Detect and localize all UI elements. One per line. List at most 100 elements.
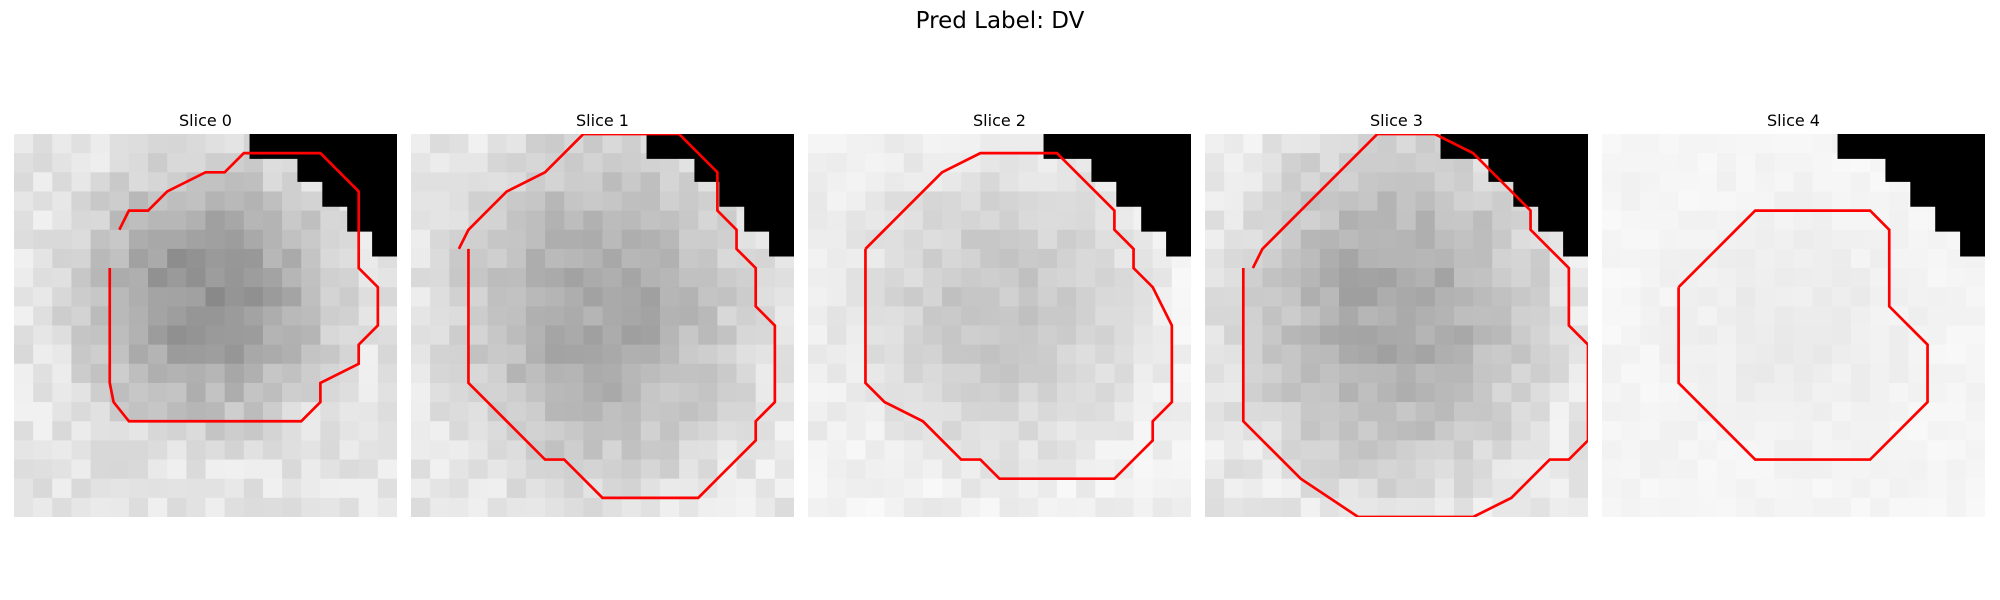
pixel xyxy=(52,421,72,441)
pixel xyxy=(1473,229,1493,250)
pixel xyxy=(1736,229,1756,250)
pixel xyxy=(1434,229,1455,250)
pixel xyxy=(1621,134,1641,154)
pixel xyxy=(1621,210,1641,231)
pixel xyxy=(1492,459,1512,480)
pixel xyxy=(282,402,302,422)
pixel xyxy=(33,478,53,499)
pixel xyxy=(1133,363,1154,384)
pixel xyxy=(1678,229,1699,250)
pixel xyxy=(1850,497,1871,517)
pixel xyxy=(1415,344,1436,365)
pixel xyxy=(583,172,603,192)
pixel xyxy=(1850,363,1871,384)
pixel xyxy=(1473,497,1493,517)
pixel xyxy=(1243,210,1263,231)
pixel xyxy=(827,363,847,384)
pixel xyxy=(301,210,321,231)
pixel xyxy=(339,459,360,480)
pixel xyxy=(205,325,226,346)
pixel xyxy=(1659,134,1679,154)
pixel xyxy=(1870,478,1890,499)
pixel xyxy=(583,382,603,403)
pixel xyxy=(243,210,264,231)
pixel xyxy=(1530,440,1551,460)
pixel xyxy=(827,191,847,211)
pixel xyxy=(1774,229,1794,250)
pixel xyxy=(884,440,905,460)
pixel xyxy=(659,402,680,422)
pixel xyxy=(1946,363,1967,384)
pixel xyxy=(282,459,302,480)
pixel xyxy=(358,440,379,460)
pixel xyxy=(922,459,943,480)
pixel xyxy=(808,191,828,211)
black-mask-region xyxy=(1043,134,1191,257)
pixel xyxy=(903,248,924,269)
pixel xyxy=(736,363,757,384)
pixel xyxy=(1358,210,1378,231)
pixel xyxy=(717,402,737,422)
pixel xyxy=(1133,229,1154,250)
pixel xyxy=(1716,153,1737,173)
pixel xyxy=(109,229,130,250)
pixel xyxy=(1659,421,1679,441)
pixel xyxy=(1492,248,1512,269)
pixel xyxy=(640,478,661,499)
pixel xyxy=(487,382,508,403)
pixel xyxy=(1965,421,1985,441)
pixel xyxy=(128,478,149,499)
pixel xyxy=(922,248,943,269)
pixel xyxy=(14,459,34,480)
pixel xyxy=(980,191,1000,211)
pixel xyxy=(621,478,642,499)
pixel xyxy=(1697,210,1718,231)
pixel xyxy=(1602,497,1622,517)
pixel xyxy=(1812,153,1833,173)
pixel xyxy=(961,153,981,173)
pixel xyxy=(980,210,1000,231)
pixel xyxy=(698,268,718,288)
pixel xyxy=(1300,402,1321,422)
pixel xyxy=(1697,440,1718,460)
pixel xyxy=(358,363,379,384)
pixel xyxy=(1243,440,1263,460)
pixel xyxy=(1473,210,1493,231)
pixel xyxy=(1927,382,1948,403)
pixel xyxy=(865,210,885,231)
pixel xyxy=(545,459,565,480)
pixel xyxy=(583,497,603,517)
pixel xyxy=(961,421,981,441)
pixel xyxy=(1793,191,1814,211)
pixel xyxy=(640,497,661,517)
pixel xyxy=(1224,440,1244,460)
pixel xyxy=(262,229,283,250)
pixel xyxy=(1774,172,1794,192)
pixel xyxy=(1056,248,1077,269)
pixel xyxy=(1640,134,1660,154)
pixel xyxy=(1453,344,1474,365)
pixel xyxy=(1018,402,1039,422)
pixel xyxy=(698,248,718,269)
pixel xyxy=(1793,497,1814,517)
pixel xyxy=(564,440,584,460)
pixel xyxy=(1056,382,1077,403)
pixel xyxy=(1434,402,1455,422)
pixel xyxy=(1870,229,1890,250)
pixel xyxy=(1095,459,1115,480)
pixel xyxy=(903,478,924,499)
pixel xyxy=(698,306,718,326)
pixel xyxy=(1300,210,1321,231)
pixel xyxy=(602,268,623,288)
pixel xyxy=(339,248,360,269)
pixel xyxy=(903,210,924,231)
pixel xyxy=(999,229,1020,250)
pixel xyxy=(583,287,603,307)
pixel xyxy=(148,402,168,422)
pixel xyxy=(1300,153,1321,173)
pixel xyxy=(320,478,340,499)
pixel xyxy=(808,210,828,231)
pixel xyxy=(468,134,488,154)
pixel xyxy=(1678,497,1699,517)
pixel xyxy=(980,440,1000,460)
